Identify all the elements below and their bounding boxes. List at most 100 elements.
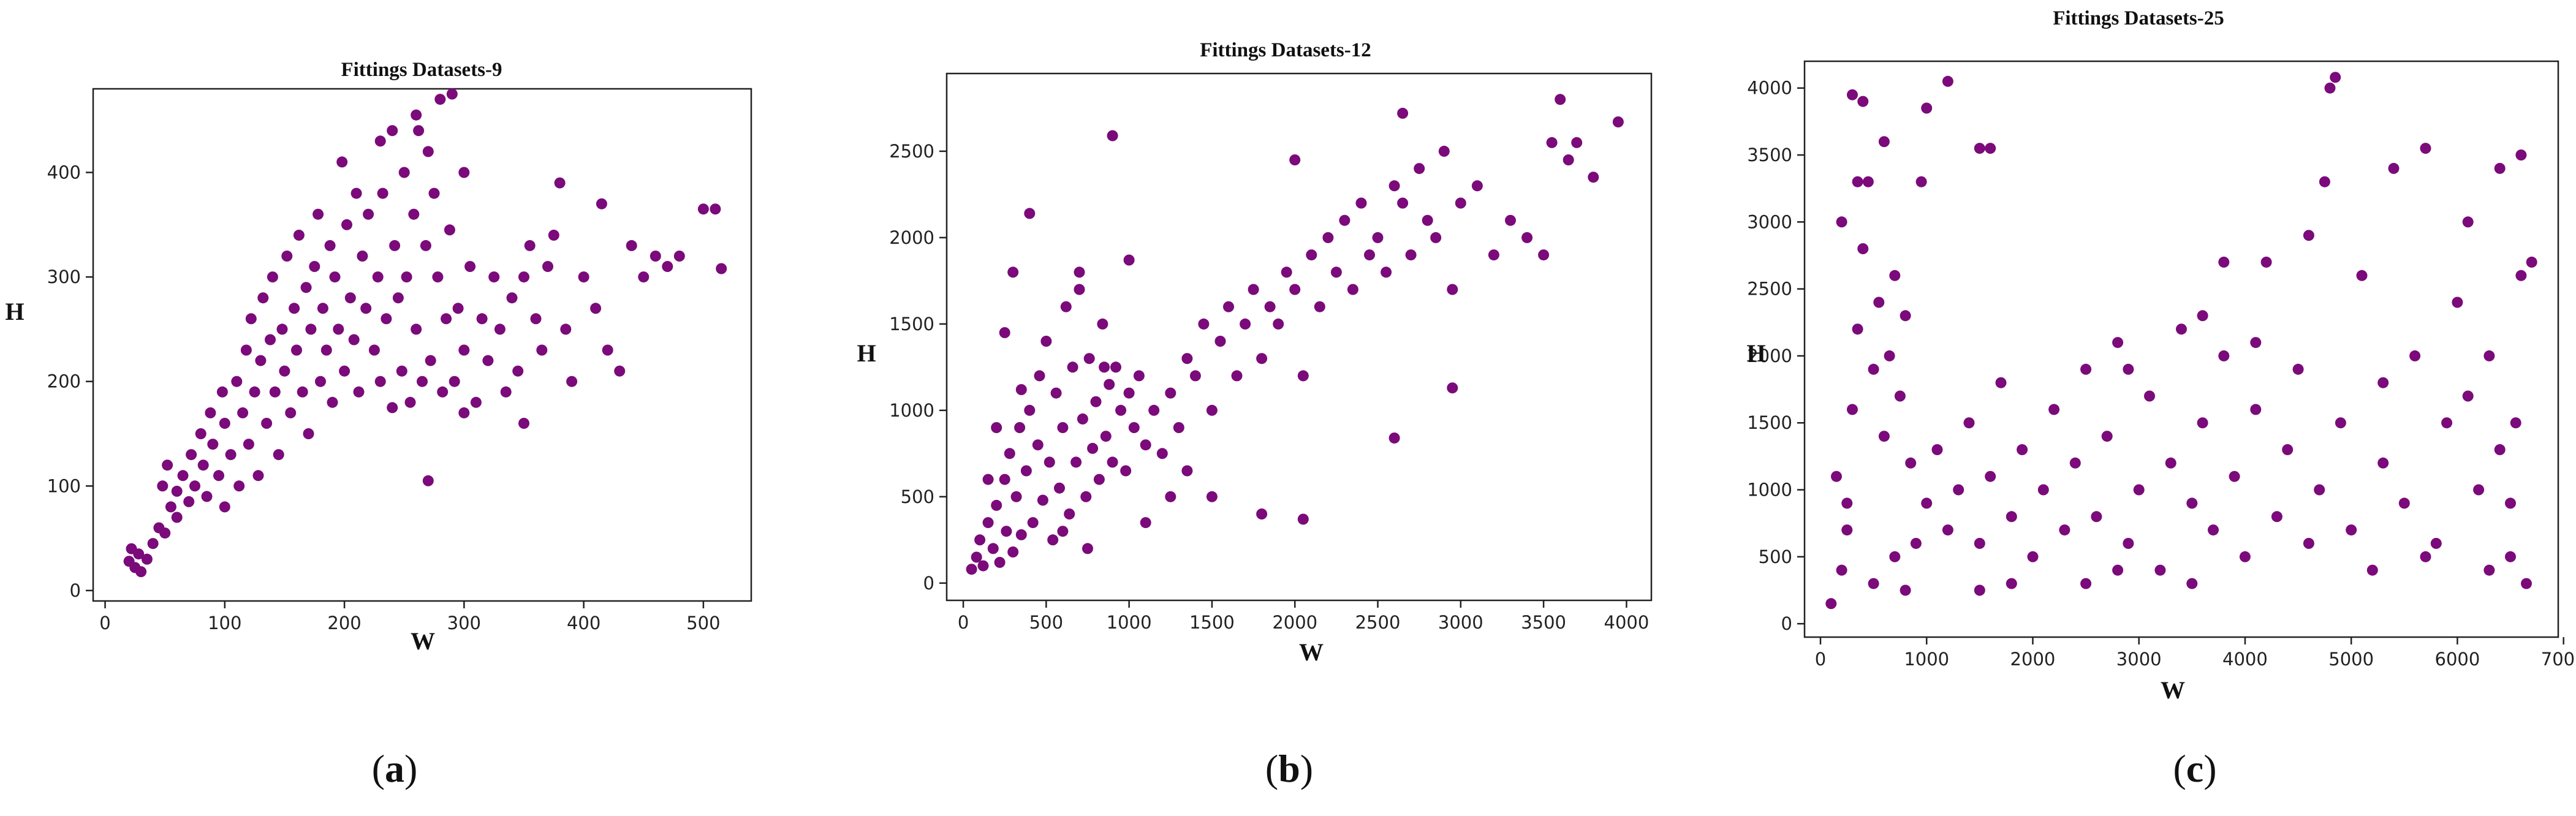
data-point	[614, 365, 626, 377]
y-tick-label: 3000	[1747, 211, 1792, 232]
data-point	[165, 501, 176, 513]
data-point	[1231, 370, 1243, 382]
data-point	[2208, 524, 2219, 536]
data-point	[281, 251, 293, 262]
data-point	[2112, 564, 2124, 576]
data-point	[2165, 457, 2176, 469]
data-point	[195, 428, 206, 439]
data-point	[2324, 82, 2336, 94]
data-point	[991, 422, 1002, 433]
data-point	[1339, 214, 1351, 226]
data-point	[252, 470, 264, 482]
data-point	[387, 402, 398, 414]
data-point	[313, 208, 324, 220]
data-point	[2505, 551, 2516, 562]
plot-frame	[945, 72, 1653, 602]
data-point	[255, 355, 267, 366]
panel-caption: (c)	[2173, 747, 2216, 790]
data-point	[350, 187, 362, 199]
data-point	[1546, 137, 1558, 148]
data-point	[1868, 578, 1879, 589]
data-point	[368, 344, 380, 356]
data-point	[1330, 266, 1342, 278]
data-point	[1064, 508, 1075, 519]
data-point	[297, 386, 308, 398]
data-point	[982, 474, 994, 485]
data-point	[2473, 484, 2485, 496]
data-point	[1156, 448, 1168, 459]
data-point	[1825, 598, 1837, 610]
data-point	[1878, 431, 1890, 442]
data-point	[673, 251, 685, 262]
data-point	[987, 543, 999, 554]
y-tick-label: 500	[1759, 546, 1792, 567]
data-point	[1123, 254, 1135, 266]
y-tick-label: 1000	[1747, 480, 1792, 501]
data-point	[1905, 457, 1917, 469]
x-tick-label: 2500	[1355, 612, 1401, 633]
data-point	[1024, 404, 1036, 416]
data-point	[1015, 529, 1027, 540]
data-point	[398, 167, 410, 178]
data-point	[1289, 284, 1301, 295]
data-point	[2059, 524, 2070, 536]
data-point	[1077, 413, 1088, 425]
data-point	[257, 292, 269, 304]
data-point	[1985, 470, 1996, 482]
data-point	[231, 376, 243, 387]
data-point	[2091, 511, 2102, 523]
data-point	[590, 303, 602, 314]
data-point	[1082, 543, 1093, 554]
data-point	[1878, 136, 1890, 148]
x-tick-label: 500	[686, 613, 720, 633]
data-point	[2505, 497, 2516, 509]
data-point	[300, 282, 312, 293]
data-point	[1852, 176, 1863, 187]
data-point	[542, 261, 553, 272]
data-point	[1057, 526, 1069, 537]
data-point	[1931, 444, 1943, 455]
data-point	[1910, 538, 1922, 549]
data-point	[408, 208, 420, 220]
chart-title: Fittings Datasets-25	[2053, 7, 2224, 29]
data-point	[482, 355, 494, 366]
data-point	[650, 251, 661, 262]
data-point	[401, 271, 412, 283]
data-point	[518, 271, 529, 283]
data-point	[566, 376, 578, 387]
data-point	[2483, 564, 2495, 576]
data-point	[494, 323, 506, 335]
data-point	[2377, 377, 2389, 388]
data-point	[1074, 284, 1085, 295]
data-point	[1942, 75, 1953, 87]
data-point	[1889, 551, 1901, 562]
data-point	[2154, 564, 2166, 576]
data-point	[1306, 249, 1317, 261]
data-point	[626, 240, 637, 251]
y-axis: 0 500 1000 1500 2000 2500 3000 3500 4000	[1747, 78, 1805, 634]
data-point	[1060, 301, 1072, 312]
x-axis-label: W	[411, 627, 435, 655]
x-tick-label: 1000	[1904, 649, 1949, 670]
data-point	[1555, 94, 1566, 105]
data-point	[1110, 361, 1121, 373]
data-point	[1894, 390, 1906, 402]
data-point	[1297, 370, 1309, 382]
data-point	[2006, 511, 2017, 523]
data-point	[458, 167, 470, 178]
x-tick-label: 100	[208, 613, 241, 633]
y-tick-label: 100	[47, 475, 81, 496]
y-tick-label: 2500	[889, 141, 934, 162]
y-tick-label: 2000	[1747, 346, 1792, 366]
data-point	[2101, 431, 2113, 442]
data-point	[1836, 564, 1847, 576]
data-point	[216, 386, 228, 398]
data-point	[1140, 517, 1151, 529]
data-point	[434, 94, 446, 105]
data-point	[2250, 404, 2262, 415]
data-point	[2292, 363, 2304, 375]
data-point	[205, 407, 216, 418]
data-point	[1857, 96, 1869, 107]
